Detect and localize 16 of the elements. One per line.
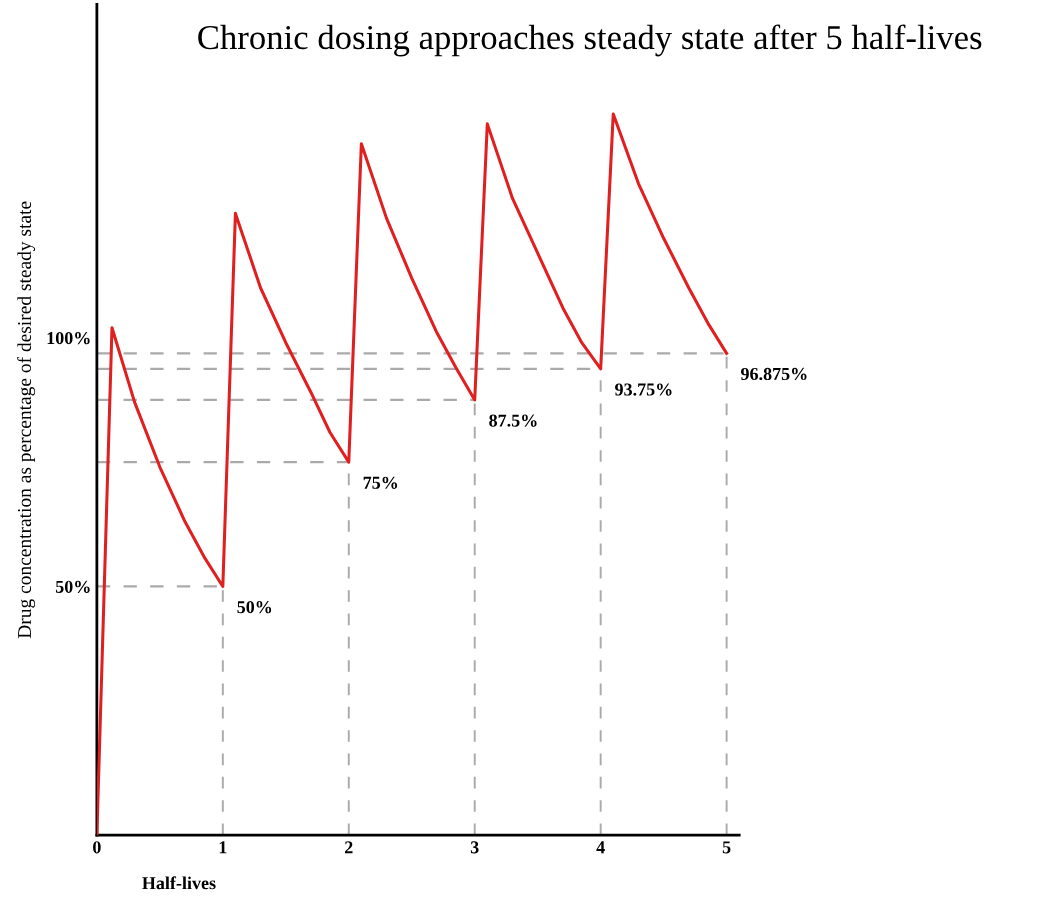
annotation: 87.5% xyxy=(489,414,537,427)
line-series xyxy=(96,112,729,836)
text: Chronic dosing approaches steady state after 5 half-lives xyxy=(198,24,982,57)
y-tick-label: 100% xyxy=(47,332,90,345)
annotation: 96.875% xyxy=(740,367,807,381)
x-axis-title: Half-lives xyxy=(142,876,216,890)
x-tick-label: 0 xyxy=(93,841,101,854)
annotation: 50% xyxy=(237,601,272,614)
x-tick-label: 3 xyxy=(470,841,479,854)
x-tick-label: 2 xyxy=(345,841,353,854)
x-tick-label: 5 xyxy=(722,841,731,854)
x-tick-label: 1 xyxy=(219,841,227,854)
annotation: 75% xyxy=(363,476,398,489)
annotation: 93.75% xyxy=(615,383,672,396)
y-axis-title: Drug concentration as percentage of desired steady state xyxy=(17,201,36,639)
x-tick-label: 4 xyxy=(596,841,605,854)
